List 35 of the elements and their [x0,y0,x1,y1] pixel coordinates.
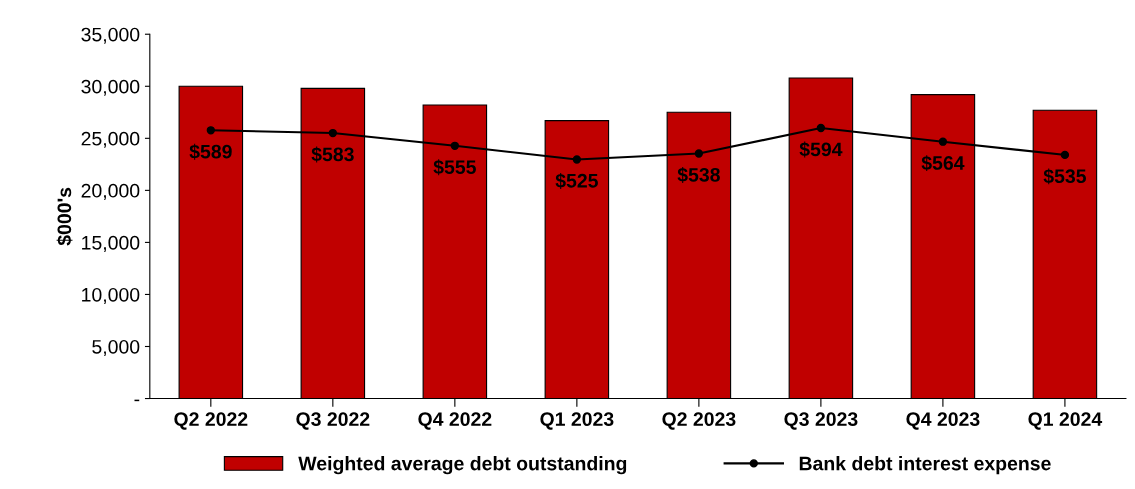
x-tick-label: Q2 2022 [174,412,248,430]
point [1060,150,1070,160]
y-tick-label: 5,000 [92,339,140,357]
x-tick-label: Q1 2024 [1028,412,1103,430]
y-tick-label: 25,000 [81,131,140,148]
point [450,141,460,150]
data-label: $535 [1043,168,1086,185]
data-label: $583 [311,146,354,163]
data-label: $589 [189,143,232,160]
legend-label: Bank debt interest expense [799,456,1051,475]
y-tick-label: 20,000 [81,183,140,200]
x-tick-label: Q2 2023 [662,412,736,430]
x-tick-label: Q1 2023 [540,412,614,430]
y-axis-title: $000's [56,187,73,246]
point [572,155,582,164]
point [694,149,704,158]
data-label: $538 [677,167,720,183]
y-tick-label: 30,000 [81,79,140,96]
data-label: $555 [433,159,476,176]
x-tick-label: Q3 2022 [296,412,370,430]
y-tick-label: 10,000 [82,287,140,304]
point [206,126,215,135]
data-label: $594 [799,141,843,158]
x-tick-label: Q4 2022 [418,412,492,430]
data-label: $564 [921,155,965,172]
x-tick-label: Q4 2023 [906,412,980,430]
data-label: $525 [555,173,598,189]
point [938,137,948,146]
point [816,123,826,133]
y-tick-label: 35,000 [81,27,140,44]
point [328,128,338,138]
legend-label: Weighted average debt outstanding [298,456,627,475]
y-tick-label: - [134,399,140,402]
y-tick-label: 15,000 [82,235,140,252]
x-tick-label: Q3 2023 [784,412,858,430]
